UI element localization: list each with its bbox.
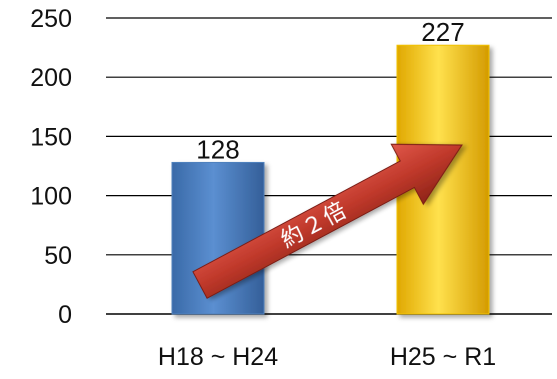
growth-arrow-shape: [192, 143, 463, 299]
data-label-2: 227: [421, 17, 464, 47]
y-tick-label: 150: [30, 123, 72, 151]
y-tick-label: 100: [30, 183, 72, 211]
arrow-annotation-text: 約２倍: [277, 197, 352, 253]
bars: [171, 44, 490, 315]
category-label-1: H18 ~ H24: [158, 343, 278, 371]
y-tick-label: 250: [30, 5, 72, 33]
y-tick-label: 0: [58, 301, 72, 329]
data-labels: 128 227: [196, 17, 464, 164]
category-label-2: H25 ~ R1: [390, 343, 496, 371]
y-tick-label: 200: [30, 64, 72, 92]
x-axis-labels: H18 ~ H24 H25 ~ R1: [158, 343, 496, 371]
y-axis-ticks: 0 50 100 150 200 250: [30, 5, 72, 329]
y-tick-label: 50: [44, 242, 72, 270]
data-label-1: 128: [196, 134, 239, 164]
